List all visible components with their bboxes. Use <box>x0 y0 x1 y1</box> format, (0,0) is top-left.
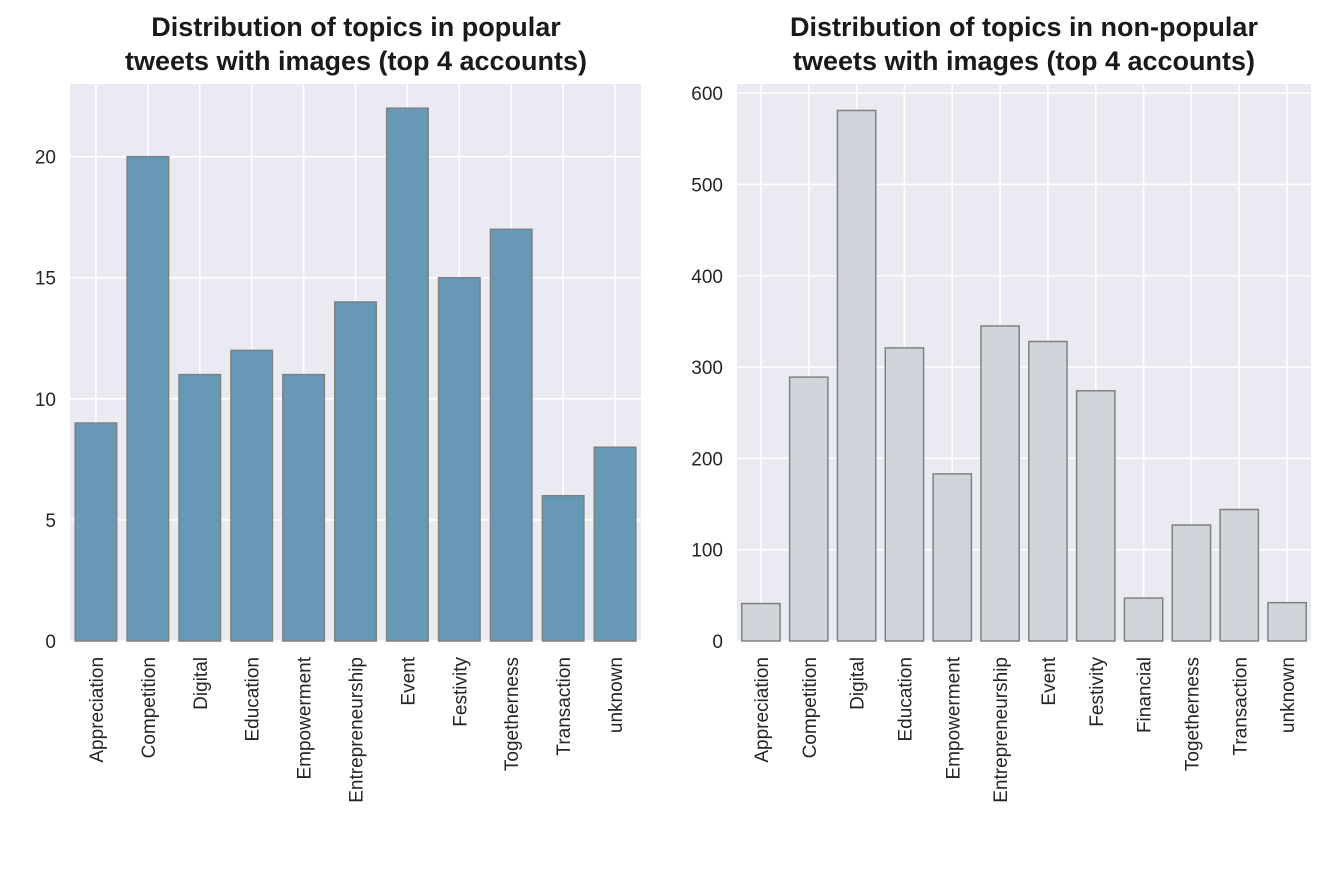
y-tick-label: 300 <box>691 358 723 379</box>
bar-event <box>385 107 429 642</box>
y-tick-label: 0 <box>45 632 56 653</box>
bar-financial <box>1123 597 1164 642</box>
chart-title: Distribution of topics in popular <box>151 12 561 42</box>
x-tick-label: Competition <box>800 657 821 758</box>
bar-competition <box>788 376 829 642</box>
bar-transaction <box>541 494 585 642</box>
y-tick-label: 500 <box>691 175 723 196</box>
bar-appreciation <box>74 422 118 642</box>
x-tick-label: unknown <box>606 657 627 733</box>
x-tick-label: Digital <box>191 657 212 710</box>
y-tick-label: 20 <box>35 148 56 169</box>
x-tick-label: unknown <box>1278 657 1299 733</box>
plot-area <box>737 84 1311 641</box>
bar-unknown <box>593 446 637 642</box>
x-tick-label: Digital <box>848 657 869 710</box>
chart-popular: 0 5 10 15 20 Appreciation Competition Digital Ed… <box>35 12 641 803</box>
x-tick-label: Appreciation <box>87 657 108 763</box>
x-tick-label: Event <box>1039 656 1060 705</box>
bar-appreciation <box>741 602 781 642</box>
bar-competition <box>126 155 170 642</box>
y-tick-label: 100 <box>691 541 723 562</box>
x-tick-label: Festivity <box>1087 657 1108 727</box>
y-tick-label: 400 <box>691 267 723 288</box>
x-tick-label: Empowerment <box>943 656 964 779</box>
bar-digital <box>178 373 222 642</box>
y-tick-label: 10 <box>35 390 56 411</box>
x-tick-label: Empowerment <box>295 656 316 779</box>
y-tick-label: 5 <box>45 511 56 532</box>
chart-title: Distribution of topics in non-popular <box>790 12 1258 42</box>
bar-togetherness <box>489 228 533 642</box>
bar-empowerment <box>282 373 326 642</box>
x-tick-label: Event <box>398 656 419 705</box>
bar-education <box>884 347 925 642</box>
x-tick-label: Entrepreneurship <box>347 657 368 803</box>
x-tick-label: Entrepreneurship <box>991 657 1012 803</box>
bar-education <box>230 349 274 642</box>
bar-entrepreneurship <box>333 301 378 642</box>
bar-festivity <box>437 276 481 642</box>
y-tick-label: 600 <box>691 84 723 105</box>
x-tick-label: Festivity <box>450 657 471 727</box>
bar-festivity <box>1075 390 1116 642</box>
y-tick-label: 0 <box>712 632 723 653</box>
x-tick-label: Education <box>243 657 264 742</box>
bar-empowerment <box>932 473 973 642</box>
chart-non-popular: 0 100 200 300 400 500 600 Appreciation Competiti… <box>691 12 1311 803</box>
x-tick-label: Togetherness <box>1182 657 1203 771</box>
x-tick-label: Transaction <box>1230 657 1251 756</box>
y-tick-label: 200 <box>691 449 723 470</box>
x-tick-label: Competition <box>139 657 160 758</box>
chart-title: tweets with images (top 4 accounts) <box>793 46 1255 76</box>
bar-event <box>1028 340 1068 642</box>
x-tick-label: Appreciation <box>752 657 773 763</box>
bar-entrepreneurship <box>980 325 1020 642</box>
x-tick-label: Transaction <box>554 657 575 756</box>
x-tick-label: Education <box>895 657 916 742</box>
bar-transaction <box>1219 508 1260 642</box>
x-tick-label: Togetherness <box>502 657 523 771</box>
bar-digital <box>836 109 877 642</box>
bar-togetherness <box>1171 524 1212 642</box>
chart-title: tweets with images (top 4 accounts) <box>125 46 587 76</box>
bar-unknown <box>1267 601 1307 642</box>
x-tick-label: Financial <box>1135 657 1156 733</box>
y-tick-label: 15 <box>35 269 56 290</box>
